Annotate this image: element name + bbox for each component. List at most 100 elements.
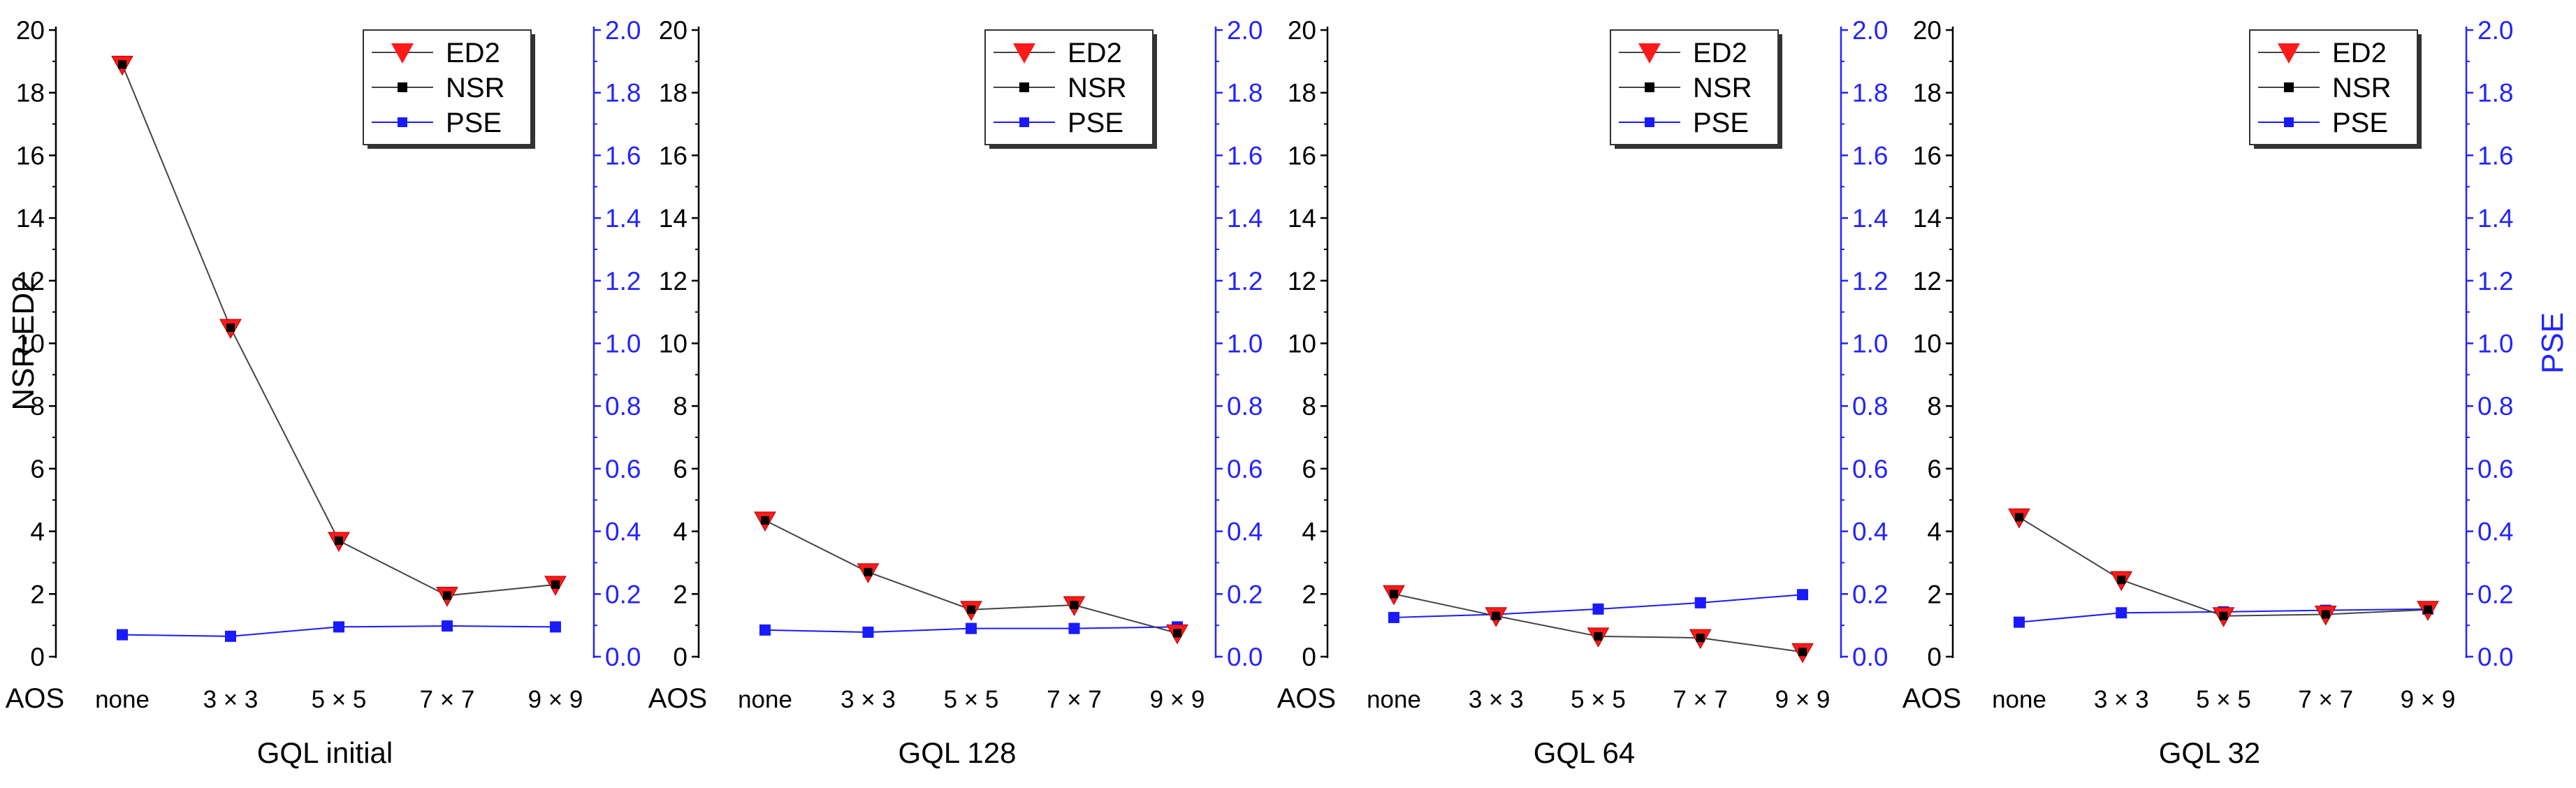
- right-tick-label: 2.0: [1227, 16, 1262, 45]
- left-tick-label: 2: [1927, 580, 1942, 608]
- panel-2: 0 2 4 6 8 10 12 14 16 18 20 0.0 0.2 0.4 0.6 0.8 1.0 1.2 1.…: [648, 16, 1263, 769]
- pse-point: [333, 621, 344, 633]
- right-tick-label: 1.2: [1227, 267, 1262, 296]
- left-tick-label: 2: [30, 580, 45, 608]
- nsr-point: [1070, 600, 1079, 609]
- left-tick-label: 14: [1288, 204, 1316, 233]
- nsr-point: [551, 580, 560, 589]
- left-tick-label: 10: [16, 330, 45, 358]
- legend-marker: [1019, 82, 1029, 92]
- x-tick-label: none: [95, 686, 150, 713]
- legend-marker: [1645, 82, 1654, 92]
- x-tick-label: 7 × 7: [420, 686, 475, 713]
- right-tick-label: 1.4: [1227, 204, 1262, 233]
- nsr-point: [864, 567, 873, 576]
- left-tick-label: 20: [16, 16, 45, 45]
- left-tick-label: 18: [16, 79, 45, 108]
- left-axis-title: NSR-ED2: [6, 275, 41, 410]
- right-tick-label: 1.6: [605, 141, 641, 170]
- nsr-point: [2424, 605, 2432, 614]
- right-tick-label: 1.0: [1852, 330, 1888, 358]
- left-tick-label: 6: [673, 455, 687, 483]
- pse-point: [966, 622, 977, 634]
- aos-label: AOS: [1902, 683, 1961, 714]
- legend-marker: [1019, 117, 1029, 127]
- x-tick-label: 5 × 5: [1571, 686, 1626, 713]
- nsr-point: [335, 537, 343, 546]
- right-tick-label: 0.2: [605, 580, 641, 608]
- right-tick-label: 1.2: [605, 267, 641, 296]
- right-tick-label: 1.4: [1852, 204, 1888, 233]
- right-tick-label: 2.0: [2477, 16, 2513, 45]
- panel-title: GQL 64: [1534, 736, 1636, 769]
- right-tick-label: 0.2: [2477, 580, 2513, 608]
- left-tick-label: 4: [30, 518, 45, 546]
- pse-point: [117, 629, 128, 641]
- left-tick-label: 6: [1302, 455, 1316, 483]
- left-tick-label: 16: [1288, 141, 1316, 170]
- right-tick-label: 0.4: [2477, 518, 2513, 546]
- x-tick-label: 3 × 3: [2094, 686, 2149, 713]
- nsr-point: [2321, 610, 2330, 619]
- legend-marker-ed2: [2278, 43, 2300, 64]
- left-tick-label: 10: [659, 330, 687, 358]
- legend-marker: [2284, 117, 2294, 127]
- nsr-point: [226, 323, 235, 333]
- legend-label: ED2: [1693, 38, 1747, 68]
- left-tick-label: 0: [1927, 643, 1942, 671]
- left-tick-label: 2: [1302, 580, 1316, 608]
- right-axis-title: PSE: [2535, 312, 2570, 374]
- x-tick-label: 5 × 5: [944, 686, 999, 713]
- right-tick-label: 0.8: [1852, 392, 1888, 421]
- right-tick-label: 0.0: [1227, 643, 1262, 671]
- pse-point: [2116, 607, 2127, 619]
- pse-point: [1388, 611, 1399, 623]
- legend-label: ED2: [2332, 38, 2387, 68]
- legend: ED2 NSR PSE: [984, 29, 1157, 149]
- left-tick-label: 6: [1927, 455, 1942, 483]
- x-tick-label: 3 × 3: [1469, 686, 1524, 713]
- x-tick-label: 9 × 9: [528, 686, 583, 713]
- nsr-point: [1390, 590, 1398, 599]
- right-tick-label: 1.6: [2477, 141, 2513, 170]
- legend-marker: [2284, 82, 2294, 92]
- left-tick-label: 16: [1913, 141, 1942, 170]
- left-tick-label: 4: [673, 518, 687, 546]
- right-tick-label: 0.6: [2477, 455, 2513, 483]
- legend-label: PSE: [1068, 108, 1123, 138]
- x-tick-label: none: [1992, 686, 2046, 713]
- legend-label: NSR: [446, 73, 504, 103]
- nsr-point: [1696, 634, 1705, 643]
- left-tick-label: 8: [30, 392, 45, 421]
- legend-label: ED2: [1068, 38, 1122, 68]
- legend: ED2 NSR PSE: [363, 29, 535, 149]
- panel-4: 0 2 4 6 8 10 12 14 16 18 20 0.0 0.2 0.4 0.6 0.8 1.0 1.2 1.…: [1902, 16, 2514, 769]
- right-tick-label: 0.0: [1852, 643, 1888, 671]
- left-tick-label: 14: [1913, 204, 1942, 233]
- right-tick-label: 1.8: [1852, 79, 1888, 108]
- nsr-point: [2015, 513, 2023, 522]
- nsr-point: [1594, 632, 1603, 641]
- right-tick-label: 0.8: [2477, 392, 2513, 421]
- left-tick-label: 4: [1302, 518, 1316, 546]
- right-tick-label: 0.0: [2477, 643, 2513, 671]
- legend-label: PSE: [1693, 108, 1749, 138]
- right-tick-label: 0.4: [1227, 518, 1262, 546]
- x-tick-label: 7 × 7: [1673, 686, 1728, 713]
- x-tick-label: 5 × 5: [312, 686, 367, 713]
- legend: ED2 NSR PSE: [1610, 29, 1782, 149]
- pse-point: [1694, 597, 1706, 608]
- right-tick-label: 1.4: [2477, 204, 2513, 233]
- left-tick-label: 20: [1913, 16, 1942, 45]
- left-tick-label: 12: [16, 267, 45, 296]
- pse-point: [862, 627, 874, 639]
- right-tick-label: 0.2: [1852, 580, 1888, 608]
- nsr-point: [443, 591, 451, 600]
- left-tick-label: 10: [1913, 330, 1942, 358]
- legend-marker: [398, 117, 407, 127]
- right-tick-label: 0.2: [1227, 580, 1262, 608]
- panel-title: GQL initial: [257, 736, 393, 769]
- right-tick-label: 1.8: [605, 79, 641, 108]
- legend-label: NSR: [2332, 73, 2391, 103]
